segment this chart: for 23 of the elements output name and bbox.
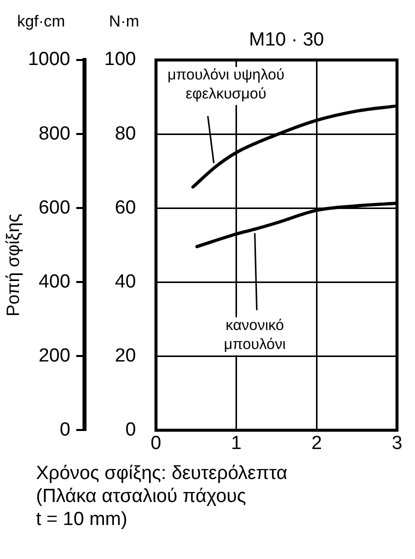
y-tick-label: 40 — [114, 271, 136, 292]
x-axis-title: Χρόνος σφίξης: δευτερόλεπτα (Πλάκα ατσαλιού πάχους t = 10 mm) — [36, 462, 288, 530]
y-tick-label: 80 — [114, 123, 136, 144]
x-tick-label: 2 — [311, 432, 322, 454]
annotation: μπουλόνι υψηλού εφελκυσμού — [167, 66, 284, 103]
y2-axis-title: Ροπή σφίξης — [2, 213, 23, 316]
text: N·m — [109, 13, 140, 30]
x-tick-label: 3 — [392, 432, 402, 454]
y2-tick-label: 400 — [38, 271, 70, 292]
chart-title: M10 · 30 — [248, 30, 324, 51]
y-tick-label: 0 — [125, 419, 136, 440]
y-tick-label: 60 — [114, 197, 136, 218]
x-tick-label: 0 — [150, 432, 162, 454]
y2-tick-label: 1000 — [28, 49, 70, 70]
y2-tick-label: 800 — [38, 123, 70, 144]
annotation: κανονικό μπουλόνι — [224, 316, 286, 353]
y2-tick-label: 600 — [38, 197, 70, 218]
text: kgf·cm — [17, 13, 66, 30]
y-tick-label: 20 — [114, 345, 136, 366]
y-tick-label: 100 — [104, 49, 136, 70]
x-tick-label: 1 — [231, 432, 242, 454]
y2-tick-label: 0 — [60, 419, 70, 440]
y2-tick-label: 200 — [38, 345, 70, 366]
